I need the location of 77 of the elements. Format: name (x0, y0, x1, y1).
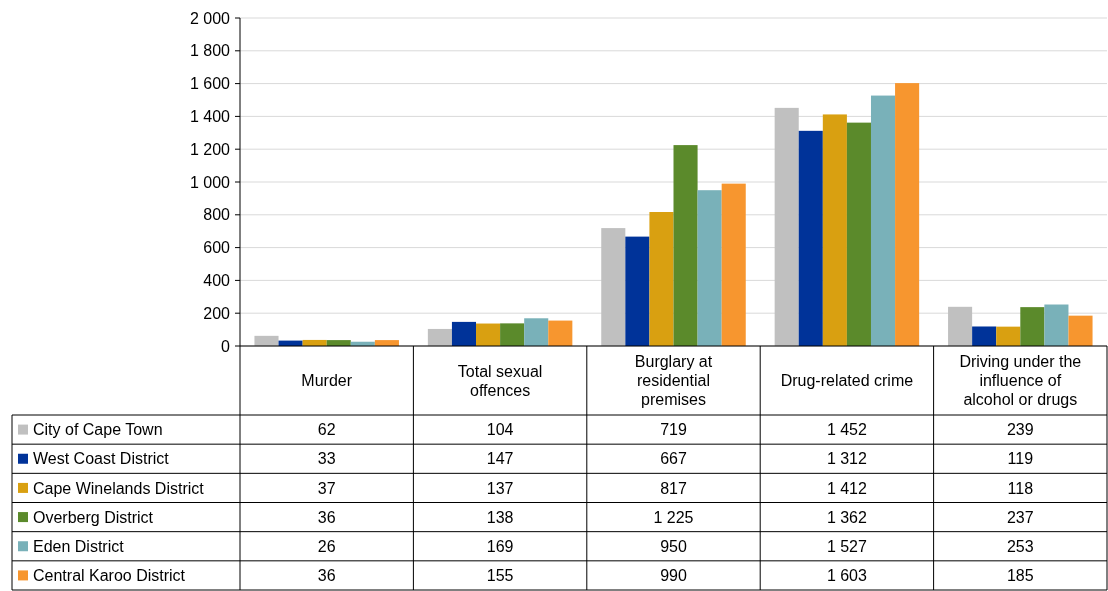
data-label: 1 225 (653, 508, 694, 526)
y-tick-label: 1 400 (189, 108, 231, 125)
bar (649, 212, 674, 346)
x-tick-label: Drug-related crime (780, 372, 914, 390)
legend-label: Central Karoo District (33, 567, 186, 585)
x-tick-label: Total sexual offences (457, 362, 543, 399)
data-label: 253 (1006, 537, 1034, 555)
data-label: 155 (486, 567, 514, 585)
data-label: 33 (317, 450, 336, 468)
data-label: 119 (1007, 450, 1034, 468)
data-label: 1 362 (826, 508, 868, 526)
data-label: 817 (660, 479, 687, 497)
data-label: 118 (1007, 479, 1034, 497)
bar (948, 306, 973, 346)
data-label: 138 (486, 508, 514, 526)
y-tick-label: 1 000 (189, 173, 231, 191)
data-label: 237 (1006, 508, 1034, 526)
bar (1068, 315, 1093, 346)
legend-label: Eden District (33, 537, 125, 555)
data-label: 239 (1006, 421, 1034, 439)
y-tick-label: 1 600 (189, 75, 231, 93)
y-tick-label: 1 800 (189, 42, 231, 60)
bar (895, 83, 920, 346)
bar (625, 236, 650, 346)
y-tick-label: 600 (203, 239, 231, 257)
y-tick-label: 200 (203, 304, 231, 322)
legend-label: West Coast District (33, 450, 170, 468)
data-label: 1 527 (826, 537, 868, 555)
data-label: 36 (317, 567, 336, 585)
data-label: 36 (317, 508, 336, 526)
bar (427, 328, 452, 346)
x-tick-label: Burglary at residential premises (634, 353, 713, 409)
legend-label: Cape Winelands District (33, 479, 205, 497)
bar (601, 228, 626, 346)
data-label: 1 412 (826, 479, 868, 497)
bar (673, 145, 698, 346)
data-label: 37 (317, 479, 336, 497)
bar (774, 107, 799, 346)
legend-label: City of Cape Town (33, 421, 163, 439)
bar (476, 323, 501, 346)
bar (972, 326, 997, 346)
bar (254, 335, 279, 346)
data-label: 719 (660, 421, 687, 439)
bar (697, 190, 722, 346)
data-label: 147 (486, 450, 514, 468)
data-label: 950 (660, 537, 687, 555)
bar (500, 323, 525, 346)
bar (798, 130, 823, 346)
y-tick-label: 400 (203, 272, 231, 289)
y-tick-label: 0 (221, 337, 231, 355)
bar (1044, 304, 1069, 346)
x-tick-label: Driving under the influence of alcohol or drugs (959, 353, 1082, 409)
data-label: 1 603 (826, 567, 868, 585)
data-label: 667 (660, 450, 687, 468)
data-label: 26 (317, 537, 336, 555)
bar (451, 321, 477, 346)
data-label: 62 (317, 421, 336, 439)
bar (1020, 307, 1045, 346)
bar (996, 326, 1021, 346)
legend-label: Overberg District (33, 508, 154, 526)
bar (548, 320, 573, 346)
bar (846, 122, 871, 346)
bar (822, 114, 847, 346)
x-tick-label: Murder (301, 372, 353, 390)
data-label: 1 312 (826, 450, 868, 468)
bar (870, 95, 896, 346)
data-label: 1 452 (826, 421, 868, 439)
y-tick-label: 800 (203, 206, 231, 224)
bar (524, 318, 549, 346)
data-label: 990 (660, 567, 687, 585)
y-tick-label: 2 000 (189, 9, 231, 27)
y-tick-label: 1 200 (189, 140, 231, 158)
bar (721, 183, 746, 346)
data-label: 185 (1006, 567, 1034, 585)
data-label: 137 (486, 479, 514, 497)
data-label: 104 (486, 421, 514, 439)
data-label: 169 (486, 537, 514, 555)
